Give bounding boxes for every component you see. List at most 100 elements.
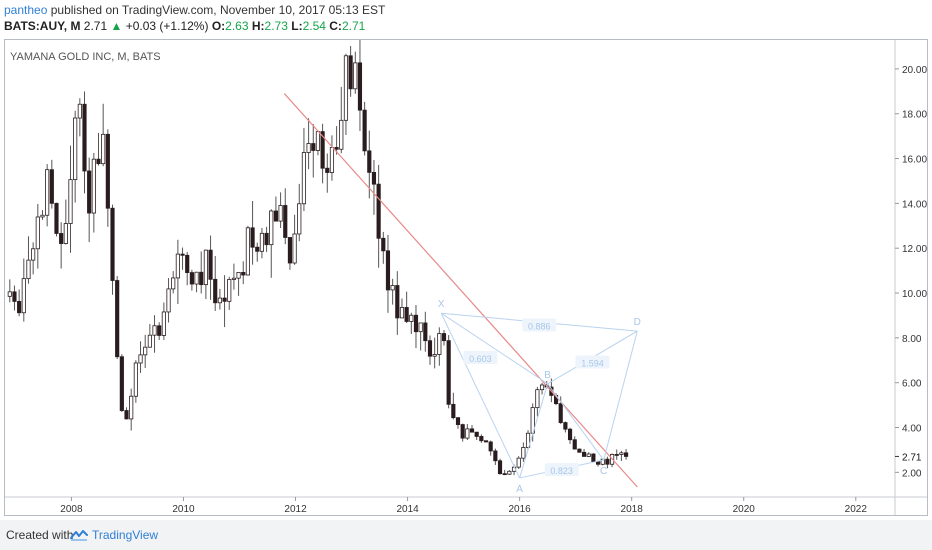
y-tick-label: 16.00 <box>902 155 927 166</box>
candle-body <box>119 356 124 411</box>
candle-body <box>91 158 96 214</box>
candle-body <box>138 354 143 364</box>
candle-body <box>82 103 87 172</box>
candle-body <box>54 202 59 234</box>
candle-body <box>572 439 577 450</box>
pattern-leg-cd <box>603 331 638 461</box>
candle-body <box>63 223 68 244</box>
x-tick-label: 2014 <box>396 504 419 515</box>
candle-body <box>264 232 269 246</box>
pattern-point-label: X <box>438 299 445 310</box>
candle-body <box>497 460 503 475</box>
candle-body <box>577 448 582 453</box>
candle-body <box>586 453 591 457</box>
candle-body <box>21 278 26 314</box>
candle-body <box>493 450 498 462</box>
candle-body <box>157 325 162 336</box>
author-name[interactable]: pantheo <box>4 3 48 17</box>
tradingview-logo-icon[interactable] <box>70 528 88 542</box>
publish-info: pantheo published on TradingView.com, No… <box>4 3 385 17</box>
candle-body <box>539 384 545 391</box>
candle-body <box>68 179 73 224</box>
candle-body <box>255 246 260 252</box>
candle-body <box>227 279 232 302</box>
symbol-label: BATS:AUY, M <box>4 19 81 33</box>
tradingview-link[interactable]: TradingView <box>92 528 159 542</box>
high-label: H: <box>251 19 265 33</box>
candle-body <box>441 333 447 342</box>
candle-body <box>605 458 610 465</box>
candle-body <box>488 441 493 452</box>
candle-body <box>423 322 428 342</box>
candle-body <box>507 470 512 475</box>
y-tick-label: 8.00 <box>902 334 922 345</box>
candle-body <box>409 314 414 322</box>
candle-body <box>329 147 335 173</box>
candle-body <box>469 428 475 433</box>
candle-body <box>371 171 377 185</box>
candle-body <box>474 431 479 437</box>
candle-body <box>45 169 50 216</box>
pattern-leg-bc <box>547 383 605 461</box>
pattern-leg-ab <box>519 383 549 479</box>
candle-body <box>124 410 129 420</box>
candle-body <box>278 205 283 222</box>
candle-body <box>152 325 157 336</box>
candle-body <box>516 457 521 468</box>
candle-body <box>171 277 176 290</box>
pattern-point-label: D <box>634 317 641 328</box>
candle-body <box>339 119 344 150</box>
candle-body <box>521 447 526 459</box>
candle-body <box>231 277 236 280</box>
pattern-point-label: A <box>516 484 523 495</box>
candle-body <box>390 285 395 291</box>
candle-body <box>49 169 54 204</box>
candle-body <box>59 233 64 244</box>
candle-body <box>110 207 115 281</box>
price-chart[interactable]: 2.00 4.00 6.00 8.00 10.00 12.00 14.00 16.00 18.0… <box>5 40 927 515</box>
candle-body <box>563 422 568 430</box>
open-value: 2.63 <box>225 19 249 33</box>
pattern-point-label: C <box>600 466 607 477</box>
trend-line[interactable] <box>283 93 638 488</box>
candle-body <box>357 62 363 111</box>
x-tick-label: 2016 <box>509 504 532 515</box>
candle-body <box>525 432 531 448</box>
pattern-leg-xb <box>440 312 548 385</box>
candle-body <box>12 291 17 302</box>
candle-body <box>115 280 120 358</box>
candle-body <box>31 248 36 261</box>
candle-body <box>483 440 489 443</box>
y-tick-label: 4.00 <box>902 424 922 435</box>
candle-body <box>213 278 218 304</box>
candle-body <box>273 210 279 222</box>
candle-body <box>208 249 213 280</box>
candle-body <box>567 428 573 441</box>
candle-body <box>175 253 180 279</box>
ratio-label-bg <box>544 463 579 477</box>
candle-body <box>320 131 325 169</box>
candle-body <box>311 143 316 151</box>
candle-body <box>189 272 194 285</box>
candle-body <box>161 311 166 336</box>
candle-body <box>418 322 423 333</box>
candle-body <box>147 334 152 348</box>
candle-body <box>26 259 31 280</box>
footer: Created with TradingView <box>0 520 932 550</box>
candle-body <box>129 395 134 420</box>
x-tick-label: 2022 <box>845 504 868 515</box>
y-tick-label: 10.00 <box>902 289 927 300</box>
candle-body <box>7 291 12 297</box>
candle-body <box>376 183 381 239</box>
candle-body <box>199 271 204 286</box>
candle-body <box>283 205 288 238</box>
y-tick-label: 6.00 <box>902 379 922 390</box>
x-tick-label: 2012 <box>284 504 307 515</box>
candle-body <box>367 150 372 173</box>
candle-body <box>185 254 190 273</box>
candle-body <box>297 203 302 235</box>
candle-body <box>301 152 307 205</box>
candle-body <box>77 103 82 119</box>
candle-body <box>404 307 409 322</box>
candle-body <box>432 354 437 357</box>
